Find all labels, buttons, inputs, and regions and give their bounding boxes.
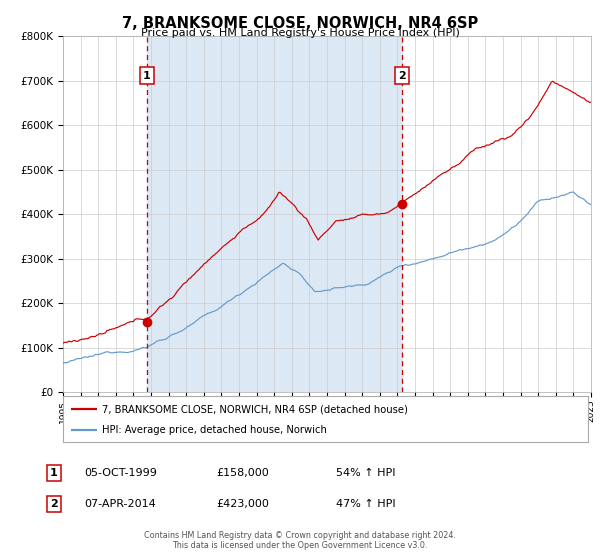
Text: £423,000: £423,000	[216, 499, 269, 509]
Text: 1: 1	[50, 468, 58, 478]
Text: Price paid vs. HM Land Registry's House Price Index (HPI): Price paid vs. HM Land Registry's House …	[140, 28, 460, 38]
Text: 1: 1	[143, 71, 151, 81]
Text: 2: 2	[50, 499, 58, 509]
Bar	[146, 36, 402, 392]
Text: £158,000: £158,000	[216, 468, 269, 478]
Text: 2: 2	[398, 71, 406, 81]
Text: 54% ↑ HPI: 54% ↑ HPI	[336, 468, 395, 478]
Text: 7, BRANKSOME CLOSE, NORWICH, NR4 6SP: 7, BRANKSOME CLOSE, NORWICH, NR4 6SP	[122, 16, 478, 31]
Text: HPI: Average price, detached house, Norwich: HPI: Average price, detached house, Norw…	[103, 425, 327, 435]
Text: 7, BRANKSOME CLOSE, NORWICH, NR4 6SP (detached house): 7, BRANKSOME CLOSE, NORWICH, NR4 6SP (de…	[103, 404, 408, 414]
Text: 05-OCT-1999: 05-OCT-1999	[84, 468, 157, 478]
Text: Contains HM Land Registry data © Crown copyright and database right 2024.
This d: Contains HM Land Registry data © Crown c…	[144, 530, 456, 550]
Text: 07-APR-2014: 07-APR-2014	[84, 499, 156, 509]
Text: 47% ↑ HPI: 47% ↑ HPI	[336, 499, 395, 509]
